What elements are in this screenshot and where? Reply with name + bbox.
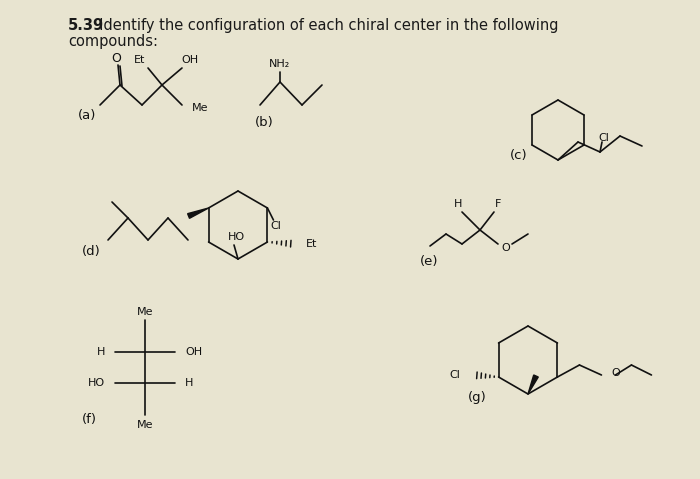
Text: Cl: Cl (598, 133, 610, 143)
Polygon shape (188, 208, 209, 218)
Text: F: F (495, 199, 501, 209)
Text: HO: HO (88, 378, 105, 388)
Text: (f): (f) (82, 413, 97, 426)
Text: O: O (111, 52, 121, 65)
Text: H: H (454, 199, 462, 209)
Text: HO: HO (228, 232, 244, 242)
Text: H: H (185, 378, 193, 388)
Text: Et: Et (306, 239, 317, 249)
Text: (g): (g) (468, 391, 486, 404)
Text: OH: OH (181, 55, 199, 65)
Text: (c): (c) (510, 148, 528, 161)
Text: Identify the configuration of each chiral center in the following: Identify the configuration of each chira… (90, 18, 559, 33)
Text: (b): (b) (255, 115, 274, 128)
Text: (e): (e) (420, 255, 438, 269)
Text: H: H (97, 347, 105, 357)
Text: O: O (611, 368, 620, 378)
Text: (d): (d) (82, 246, 101, 259)
Polygon shape (528, 375, 538, 394)
Text: NH₂: NH₂ (270, 59, 290, 69)
Text: Cl: Cl (449, 370, 461, 380)
Text: O: O (502, 243, 510, 253)
Text: 5.39: 5.39 (68, 18, 104, 33)
Text: Me: Me (136, 307, 153, 317)
Text: Me: Me (136, 420, 153, 430)
Text: (a): (a) (78, 109, 97, 122)
Text: Me: Me (192, 103, 209, 113)
Text: OH: OH (185, 347, 202, 357)
Text: Et: Et (134, 55, 146, 65)
Text: Cl: Cl (270, 221, 281, 231)
Text: compounds:: compounds: (68, 34, 158, 49)
